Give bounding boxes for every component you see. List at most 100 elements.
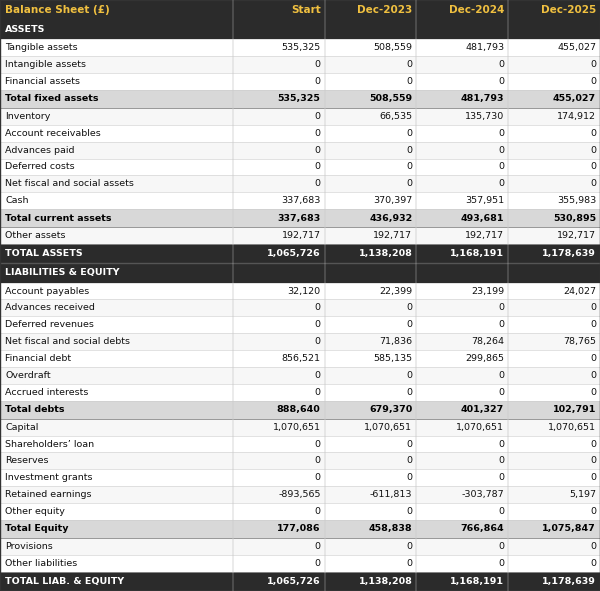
Bar: [0, 209, 600, 227]
Bar: [0, 20, 600, 39]
Text: 0: 0: [590, 60, 596, 69]
Bar: [0, 158, 600, 176]
Text: Other assets: Other assets: [5, 231, 65, 240]
Text: 0: 0: [406, 145, 412, 155]
Text: 0: 0: [590, 303, 596, 313]
Text: -893,565: -893,565: [278, 490, 320, 499]
Text: 0: 0: [314, 337, 320, 346]
Text: 0: 0: [314, 112, 320, 121]
Text: Provisions: Provisions: [5, 542, 53, 551]
Text: Dec-2023: Dec-2023: [357, 5, 412, 15]
Text: 766,864: 766,864: [461, 524, 504, 534]
Text: Dec-2025: Dec-2025: [541, 5, 596, 15]
Bar: [0, 555, 600, 571]
Text: 458,838: 458,838: [369, 524, 412, 534]
Text: 192,717: 192,717: [373, 231, 412, 240]
Text: 0: 0: [590, 163, 596, 171]
Text: -303,787: -303,787: [461, 490, 504, 499]
Bar: [0, 90, 600, 108]
Text: Total debts: Total debts: [5, 405, 65, 414]
Text: 0: 0: [590, 77, 596, 86]
Text: Net fiscal and social debts: Net fiscal and social debts: [5, 337, 130, 346]
Text: Deferred revenues: Deferred revenues: [5, 320, 94, 329]
Text: 0: 0: [314, 60, 320, 69]
Bar: [0, 520, 600, 538]
Text: 1,178,639: 1,178,639: [542, 577, 596, 586]
Text: Retained earnings: Retained earnings: [5, 490, 91, 499]
Bar: [0, 142, 600, 158]
Text: Reserves: Reserves: [5, 456, 49, 465]
Bar: [0, 486, 600, 503]
Text: 0: 0: [406, 559, 412, 568]
Text: 0: 0: [590, 388, 596, 397]
Bar: [0, 227, 600, 244]
Text: 0: 0: [498, 320, 504, 329]
Text: 1,138,208: 1,138,208: [359, 249, 412, 258]
Text: 0: 0: [406, 456, 412, 465]
Text: 0: 0: [498, 542, 504, 551]
Text: Capital: Capital: [5, 423, 38, 431]
Text: 0: 0: [314, 163, 320, 171]
Bar: [0, 571, 600, 591]
Text: 1,168,191: 1,168,191: [450, 249, 504, 258]
Text: 530,895: 530,895: [553, 214, 596, 223]
Text: 0: 0: [498, 179, 504, 189]
Text: 32,120: 32,120: [287, 287, 320, 296]
Text: 679,370: 679,370: [369, 405, 412, 414]
Text: TOTAL LIAB. & EQUITY: TOTAL LIAB. & EQUITY: [5, 577, 124, 586]
Text: 66,535: 66,535: [379, 112, 412, 121]
Bar: [0, 350, 600, 367]
Text: 0: 0: [590, 145, 596, 155]
Text: 370,397: 370,397: [373, 196, 412, 205]
Text: 0: 0: [590, 542, 596, 551]
Text: 0: 0: [314, 456, 320, 465]
Text: 0: 0: [314, 559, 320, 568]
Text: 102,791: 102,791: [553, 405, 596, 414]
Bar: [0, 367, 600, 384]
Bar: [0, 384, 600, 401]
Text: Total fixed assets: Total fixed assets: [5, 95, 98, 103]
Text: 0: 0: [590, 320, 596, 329]
Text: Intangible assets: Intangible assets: [5, 60, 86, 69]
Text: Account payables: Account payables: [5, 287, 89, 296]
Text: 174,912: 174,912: [557, 112, 596, 121]
Text: 0: 0: [406, 507, 412, 516]
Text: 0: 0: [406, 473, 412, 482]
Text: Shareholders’ loan: Shareholders’ loan: [5, 440, 94, 449]
Text: 0: 0: [314, 388, 320, 397]
Text: 0: 0: [590, 456, 596, 465]
Text: 1,065,726: 1,065,726: [267, 577, 320, 586]
Text: Financial assets: Financial assets: [5, 77, 80, 86]
Bar: [0, 419, 600, 436]
Text: 888,640: 888,640: [277, 405, 320, 414]
Text: Balance Sheet (£): Balance Sheet (£): [5, 5, 110, 15]
Text: TOTAL ASSETS: TOTAL ASSETS: [5, 249, 83, 258]
Text: Financial debt: Financial debt: [5, 354, 71, 363]
Text: 0: 0: [590, 440, 596, 449]
Text: 78,765: 78,765: [563, 337, 596, 346]
Text: 1,070,651: 1,070,651: [272, 423, 320, 431]
Text: 135,730: 135,730: [465, 112, 504, 121]
Text: 0: 0: [590, 559, 596, 568]
Text: 0: 0: [498, 163, 504, 171]
Text: 508,559: 508,559: [369, 95, 412, 103]
Text: 23,199: 23,199: [471, 287, 504, 296]
Text: 436,932: 436,932: [369, 214, 412, 223]
Text: 535,325: 535,325: [278, 95, 320, 103]
Text: 0: 0: [498, 129, 504, 138]
Text: 0: 0: [406, 542, 412, 551]
Text: 357,951: 357,951: [465, 196, 504, 205]
Text: 337,683: 337,683: [281, 196, 320, 205]
Bar: [0, 469, 600, 486]
Text: Tangible assets: Tangible assets: [5, 43, 77, 52]
Text: -611,813: -611,813: [370, 490, 412, 499]
Bar: [0, 0, 600, 20]
Bar: [0, 538, 600, 555]
Text: 0: 0: [498, 145, 504, 155]
Text: 0: 0: [314, 320, 320, 329]
Text: Account receivables: Account receivables: [5, 129, 101, 138]
Text: Other liabilities: Other liabilities: [5, 559, 77, 568]
Text: 299,865: 299,865: [465, 354, 504, 363]
Text: 0: 0: [314, 129, 320, 138]
Text: 0: 0: [314, 303, 320, 313]
